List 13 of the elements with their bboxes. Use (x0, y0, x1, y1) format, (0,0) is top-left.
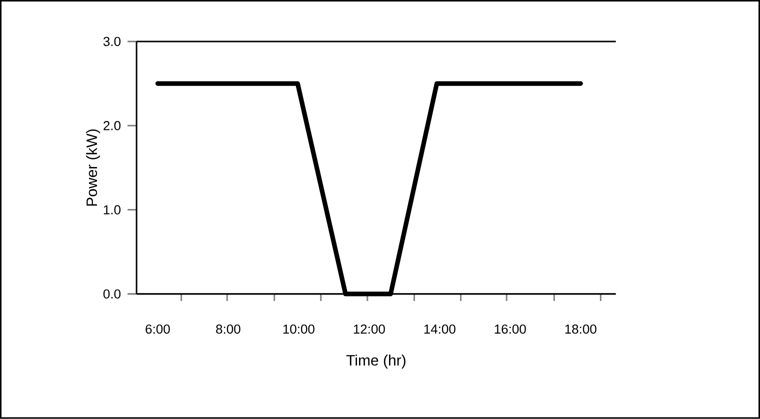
y-tick-label: 0.0 (103, 289, 121, 299)
x-tick-label: 18:00 (565, 324, 596, 334)
x-tick-label: 6:00 (146, 324, 170, 334)
y-tick-label: 1.0 (104, 205, 121, 214)
x-tick-label: 12:00 (354, 324, 385, 334)
y-tick-label: 3.0 (103, 36, 121, 46)
x-axis-title: Time (hr) (346, 354, 406, 369)
x-tick-label: 10:00 (283, 324, 314, 334)
x-tick-label: 8:00 (216, 324, 240, 334)
y-axis-title: Power (kW) (86, 130, 100, 206)
y-tick-label: 2.0 (104, 121, 121, 130)
x-tick-label: 14:00 (424, 324, 456, 334)
x-tick-label: 16:00 (494, 324, 526, 334)
